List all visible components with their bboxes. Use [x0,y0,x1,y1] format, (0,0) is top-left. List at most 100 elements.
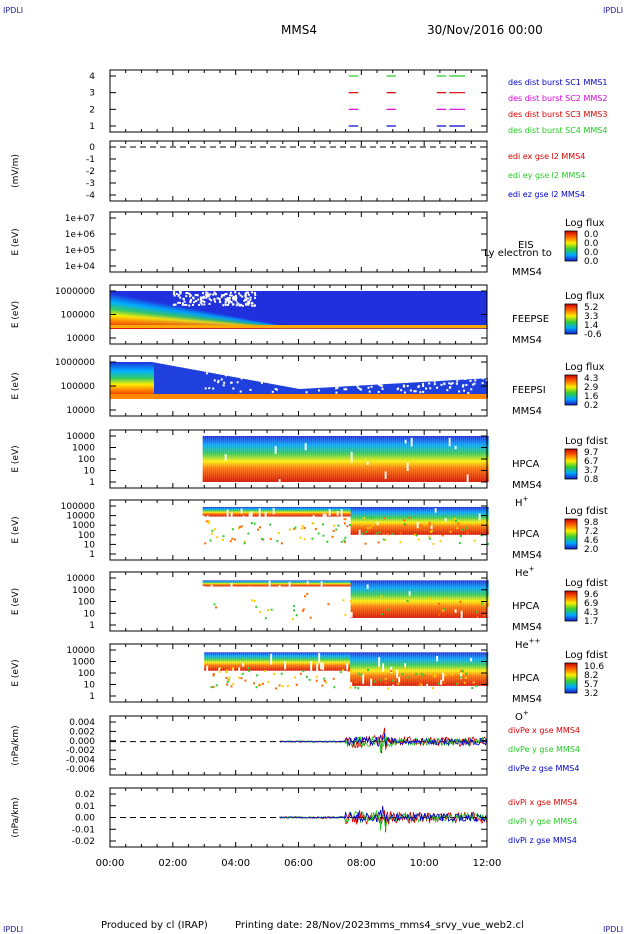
spectrogram-strip [368,506,371,535]
spectrogram-gap [195,300,198,303]
spectrogram-gap [202,292,205,295]
spectrogram-strip [228,652,231,671]
spectrogram-gap [419,379,422,382]
spectrogram-strip [462,379,464,398]
spectrogram-strip [442,380,444,398]
spectrogram-dot [397,682,400,685]
spectrogram-strip [226,580,229,587]
spectrogram-dot [321,684,324,687]
spectrogram-dot [438,613,441,616]
spectrogram-strip [318,580,321,587]
spectrogram-strip [266,436,269,482]
spectrogram-strip [222,375,224,398]
spectrogram-gap [448,368,451,371]
spectrogram-dot [267,609,270,612]
spectrogram-dot [481,519,484,522]
spectrogram-gap [243,299,246,302]
spectrogram-strip [406,436,409,482]
spectrogram-gap [247,293,250,296]
spectrogram-strip [416,506,419,535]
spectrogram-strip [306,506,309,517]
spectrogram-strip [386,506,389,535]
spectrogram-gap [358,375,361,378]
spectrogram-strip [209,311,212,329]
spectrogram-gap [288,371,291,374]
spectrogram-strip [376,384,378,398]
spectrogram-gap [207,293,210,296]
spectrogram-strip [228,580,231,587]
spectrogram-strip [402,580,405,618]
colorbar-tick: 2.9 [584,383,599,393]
spectrogram-gap [441,373,444,376]
spectrogram-strip [448,652,451,686]
spectrogram-strip [366,506,369,535]
spectrogram-strip [338,580,341,587]
spectrogram-strip [380,384,382,398]
spectrogram-gap [245,291,248,294]
spectrogram-strip [308,580,311,587]
spectrogram-strip [254,506,257,517]
spectrogram-strip [404,580,407,618]
spectrogram-gap [305,391,308,394]
colorbar-tick: 3.3 [584,312,598,322]
spectrogram-dot [404,524,407,527]
spectrogram-strip [342,506,345,517]
spectrogram-dot [210,686,213,689]
spectrogram-strip [190,369,192,398]
spectrogram-dot [299,672,302,675]
spectrogram-strip [476,580,479,618]
spectrogram-dot [228,668,231,671]
spectrogram-gap [480,372,483,375]
spectrogram-strip [278,580,281,587]
spectrogram-strip [404,652,407,686]
spectrogram-dot [226,680,229,683]
spectrogram-strip [372,384,374,398]
spectrogram-strip [288,652,291,671]
instrument-label: HPCA [512,529,540,540]
spectrogram-dot [459,600,462,603]
spectrogram-strip [208,580,211,587]
spectrogram-dot [294,676,297,679]
y-tick-label: -2 [86,167,95,177]
y-tick-label: -0.004 [66,756,95,766]
spectrogram-dot [434,602,437,605]
spectrogram-strip [246,379,248,398]
spectrogram-gap [454,609,457,613]
spectrogram-dot [480,677,483,680]
spectrogram-dot [261,682,264,685]
species-label: He+ [515,565,535,579]
spectrogram-strip [248,319,251,329]
spectrogram-gap [367,386,370,389]
spectrogram-strip [290,436,293,482]
spectrogram-dot [231,537,234,540]
spectrogram-strip [416,436,419,482]
spectrogram-dot [204,542,207,545]
y-tick-label: 1000000 [55,287,95,297]
spectrogram-strip [280,385,282,398]
spectrogram-strip [282,580,285,587]
legend-entry: divPi y gse MMS4 [508,817,577,826]
spectrogram-strip [344,436,347,482]
spectrogram-gap [473,366,476,369]
spectrogram-strip [254,580,257,587]
spectrogram-strip [456,580,459,618]
spectrogram-gap [183,300,186,303]
spectrogram-gap [310,660,313,672]
spectrogram-strip [420,652,423,686]
spectrogram-strip [286,652,289,671]
spectrogram-strip [318,506,321,517]
spectrogram-strip [412,436,415,482]
spectrogram-strip [185,307,188,329]
spectrogram-strip [140,362,142,398]
spectrogram-dot [390,670,393,673]
spectrogram-strip [380,506,383,535]
spectrogram-gap [474,371,477,374]
spectrogram-strip [424,381,426,398]
spectrogram-gap [416,366,419,369]
spectrogram-dot [455,682,458,685]
spectrogram-strip [370,384,372,398]
spectrogram-dot [371,524,374,527]
spectrogram-dot [228,676,231,679]
spectrogram-gap [436,655,439,662]
y-tick-label: 1 [89,550,95,560]
